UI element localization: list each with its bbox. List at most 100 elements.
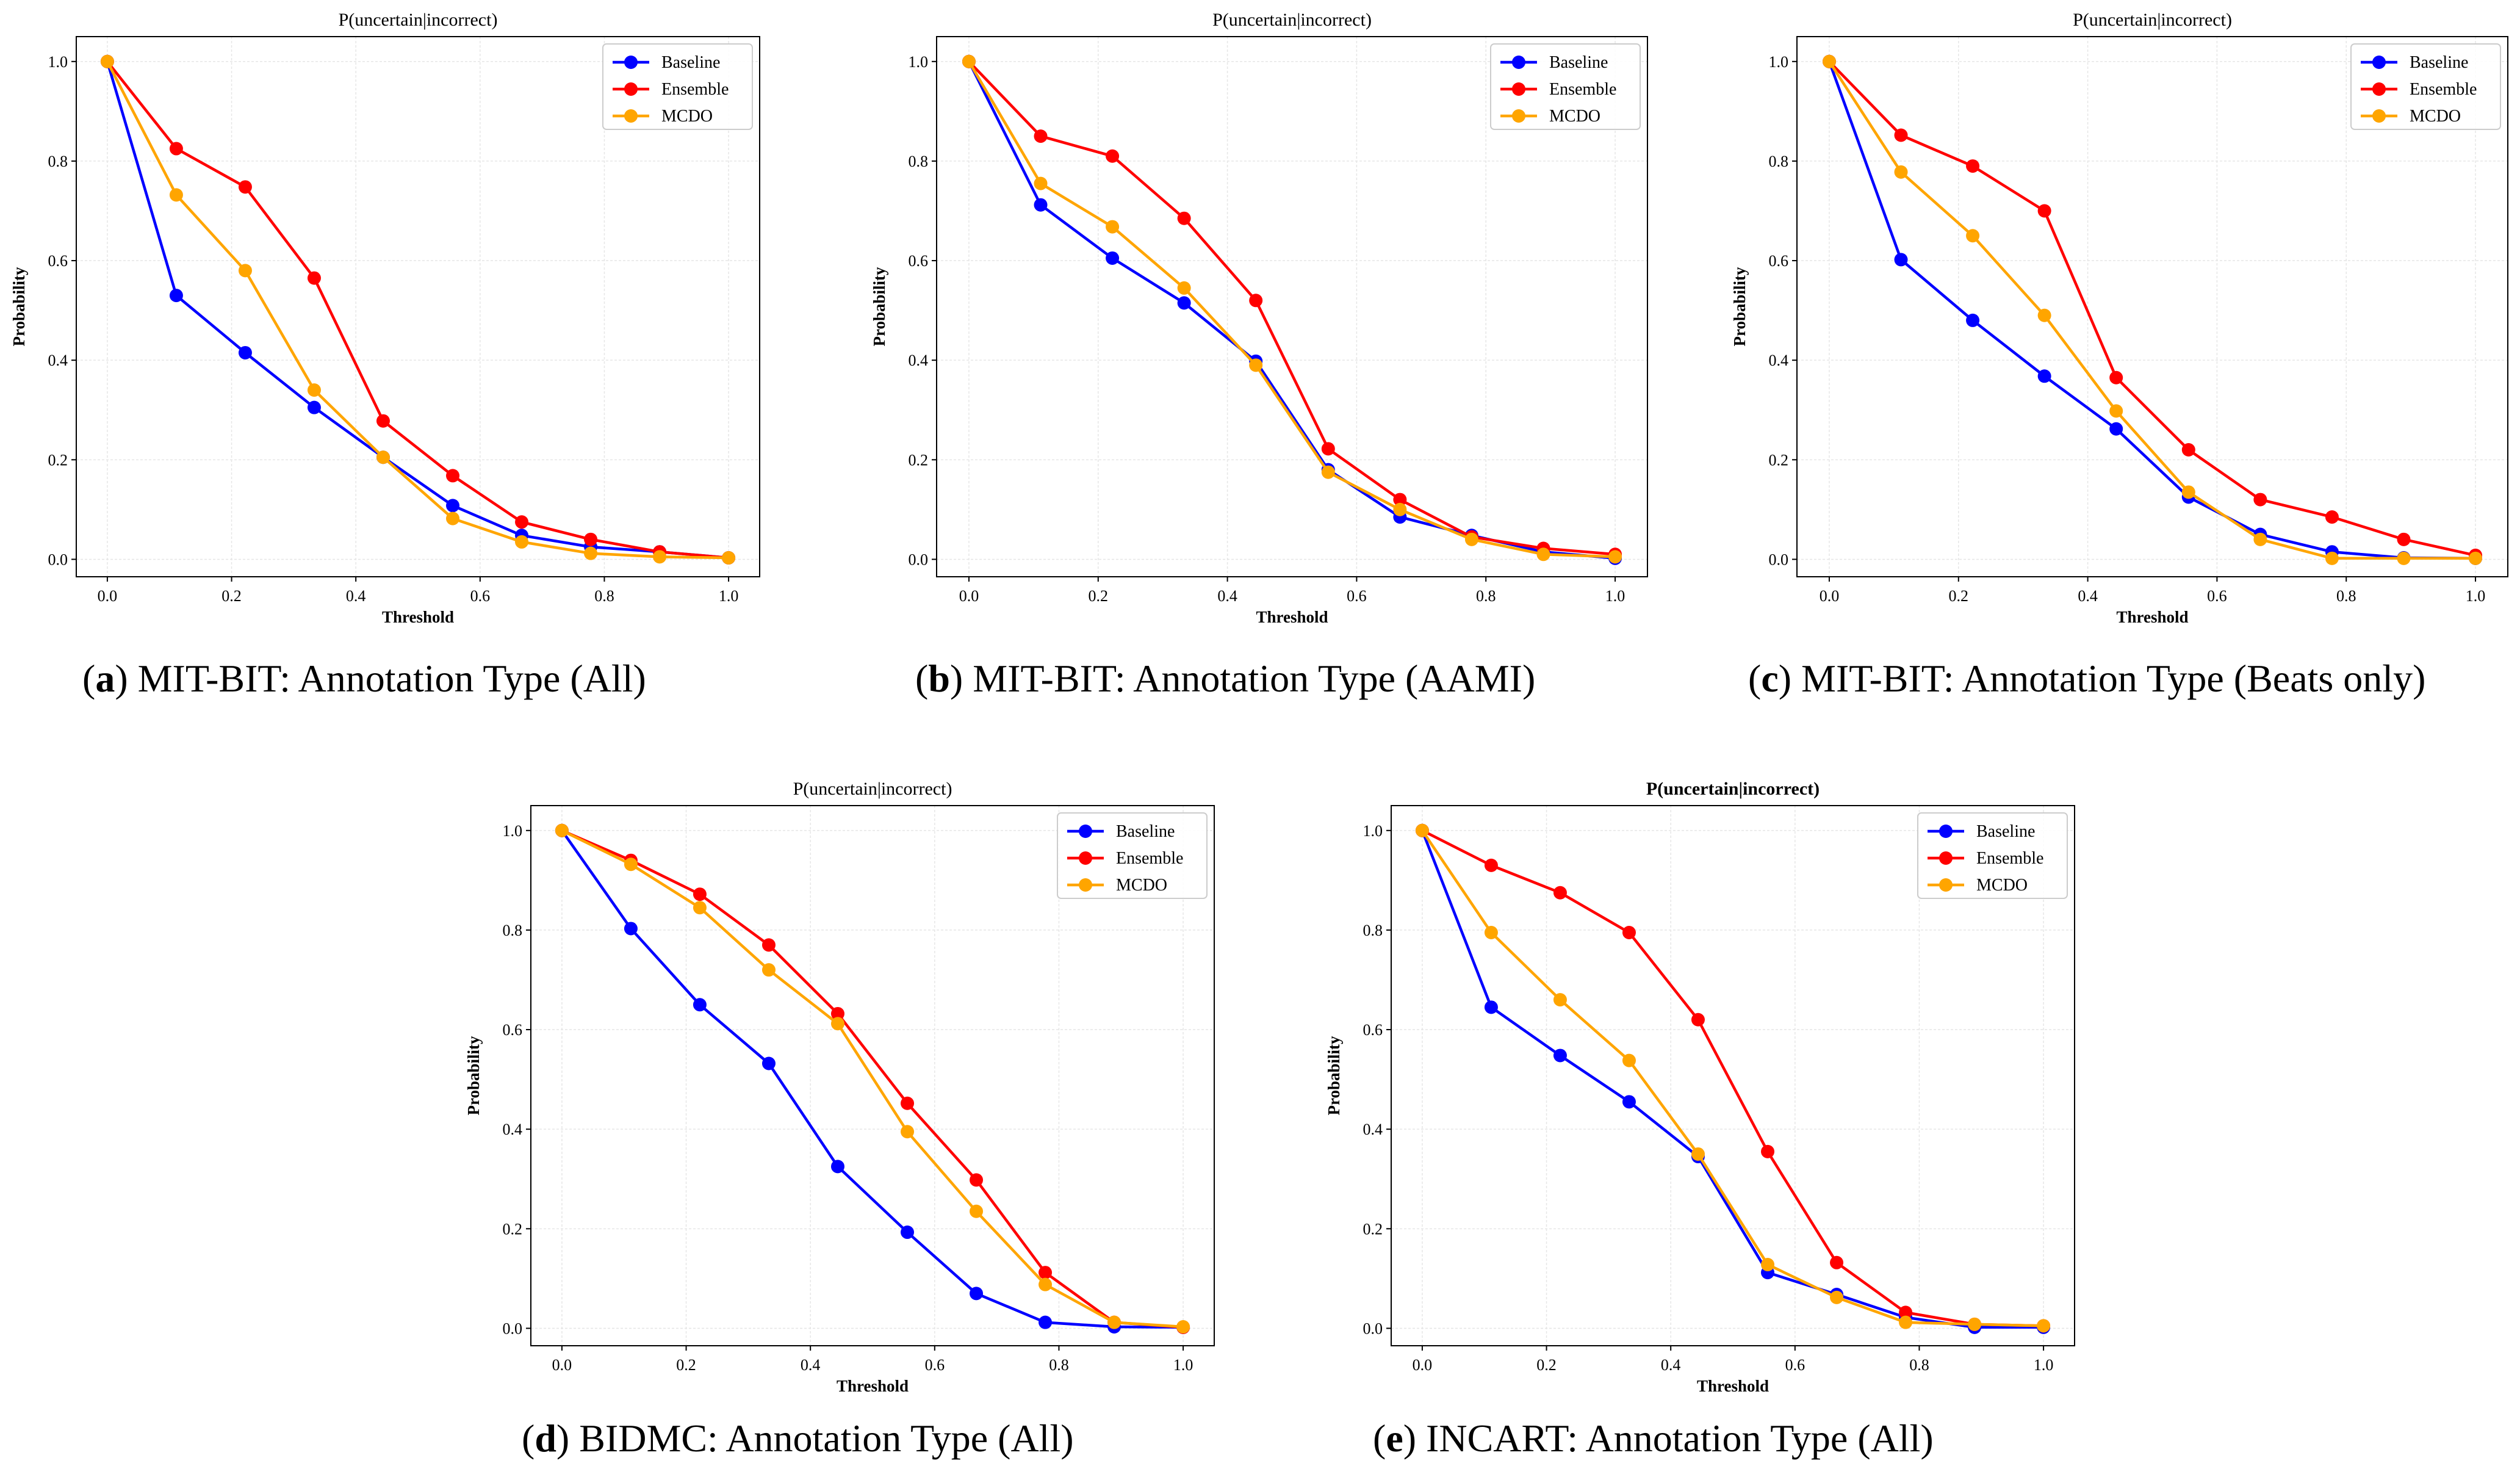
chart-d-title: P(uncertain|incorrect) xyxy=(793,779,952,799)
chart-e-legend xyxy=(1917,812,2068,899)
chart-d-series-mcdo-point xyxy=(970,1204,984,1218)
chart-c-svg: 0.0 0.0 0.2 0.2 0.4 0.4 0.6 0.6 0.8 0.8 1.0 1.0 P(un… xyxy=(1730,10,2508,626)
chart-e-ytick-label: 1.0 xyxy=(1363,822,1383,840)
chart-b-ylabel: Probability xyxy=(870,267,888,347)
chart-e-xtick-label: 0.4 xyxy=(1661,1356,1681,1374)
chart-e-title: P(uncertain|incorrect) xyxy=(1646,779,1820,799)
chart-b-series-mcdo-point xyxy=(1464,532,1478,546)
chart-b-xtick-label: 0.6 xyxy=(1347,587,1367,605)
chart-e-axes-frame xyxy=(1391,805,2075,1346)
chart-e-ytick-label: 0.4 xyxy=(1363,1121,1383,1138)
chart-e-legend-mcdo-marker xyxy=(1939,878,1953,892)
chart-e-ytick-label: 0.8 xyxy=(1363,922,1383,939)
chart-a-svg: 0.0 0.0 0.2 0.2 0.4 0.4 0.6 0.6 0.8 0.8 1.0 1.0 P(un… xyxy=(10,10,760,626)
caption-b-letter: b xyxy=(928,657,950,700)
chart-c-series-mcdo-point xyxy=(1894,165,1908,179)
chart-b-series-mcdo-point xyxy=(962,54,976,68)
chart-e-xtick-label: 0.2 xyxy=(1536,1356,1557,1374)
chart-a-series-mcdo-point xyxy=(307,383,321,397)
chart-c-ytick-label: 0.2 xyxy=(1769,451,1789,469)
chart-c-series-ensemble-point xyxy=(2109,370,2123,384)
chart-c-series-mcdo-point xyxy=(2325,551,2339,565)
chart-a-series-ensemble-point xyxy=(515,515,529,529)
chart-e-series-mcdo-point xyxy=(1968,1317,1982,1331)
chart-d-series-mcdo-line xyxy=(561,829,1184,1329)
chart-e-series-mcdo-point xyxy=(1415,823,1429,837)
chart-a-ytick-label: 0.0 xyxy=(48,550,68,568)
chart-b-series-ensemble-point xyxy=(1177,211,1191,225)
chart-c-legend-baseline-label: Baseline xyxy=(2410,53,2468,72)
chart-e-series-baseline-point xyxy=(1553,1049,1567,1063)
chart-c-series-ensemble-point xyxy=(2325,510,2339,524)
chart-c-series-ensemble-point xyxy=(2253,493,2267,507)
chart-c-series-baseline-point xyxy=(1966,313,1980,327)
chart-panel-e: 0.0 0.0 0.2 0.2 0.4 0.4 0.6 0.6 0.8 0.8 1.0 1.0 P(un… xyxy=(1287,757,2117,1480)
chart-d-legend-mcdo-label: MCDO xyxy=(1116,876,1167,895)
chart-d-xtick-label: 0.0 xyxy=(552,1356,572,1374)
chart-d-series-mcdo-point xyxy=(901,1125,915,1139)
chart-a-legend-mcdo-label: MCDO xyxy=(661,107,713,126)
chart-d-series-baseline-point xyxy=(830,1160,844,1174)
chart-e-legend-mcdo-label: MCDO xyxy=(1976,876,2028,895)
caption-e: (e) INCART: Annotation Type (All) xyxy=(1373,1417,1934,1460)
chart-b-series-mcdo-point xyxy=(1249,358,1263,372)
chart-a-series-mcdo-point xyxy=(653,550,667,564)
chart-d-series-mcdo-point xyxy=(1107,1315,1121,1329)
chart-b-series-baseline-point xyxy=(1034,198,1048,212)
chart-a-legend-ensemble-label: Ensemble xyxy=(661,80,729,99)
chart-c-series-baseline-point xyxy=(1894,253,1908,267)
chart-c-title: P(uncertain|incorrect) xyxy=(2073,10,2232,30)
chart-a-series-ensemble-point xyxy=(307,271,321,285)
chart-a-legend-baseline-marker xyxy=(624,56,638,69)
chart-c-ytick-label: 0.6 xyxy=(1769,252,1789,270)
chart-b-ytick-label: 0.2 xyxy=(909,451,929,469)
chart-b-ytick-label: 0.8 xyxy=(909,153,929,170)
chart-panel-b: 0.0 0.0 0.2 0.2 0.4 0.4 0.6 0.6 0.8 0.8 1.0 1.0 P(un… xyxy=(860,0,1690,732)
chart-b-legend-baseline-marker xyxy=(1512,56,1525,69)
chart-c-legend-baseline-marker xyxy=(2372,56,2386,69)
chart-d-legend-mcdo-marker xyxy=(1079,878,1092,892)
chart-a-series-mcdo-point xyxy=(100,54,114,68)
chart-panel-c: 0.0 0.0 0.2 0.2 0.4 0.4 0.6 0.6 0.8 0.8 1.0 1.0 P(un… xyxy=(1721,0,2520,732)
chart-c-ylabel: Probability xyxy=(1730,267,1749,347)
chart-c-xtick-label: 1.0 xyxy=(2466,587,2486,605)
chart-b-ytick-label: 0.0 xyxy=(909,550,929,568)
chart-e-xtick-label: 0.0 xyxy=(1413,1356,1433,1374)
chart-a-series-ensemble-point xyxy=(238,180,252,194)
chart-d-series-baseline-point xyxy=(901,1226,915,1240)
chart-d-ytick-label: 1.0 xyxy=(503,822,523,840)
chart-e-xtick-label: 1.0 xyxy=(2034,1356,2054,1374)
chart-e-series-mcdo-point xyxy=(1899,1315,1913,1329)
chart-d-legend-ensemble-marker xyxy=(1079,851,1092,865)
chart-b-series-mcdo-point xyxy=(1177,281,1191,295)
chart-c-ytick-label: 0.0 xyxy=(1769,550,1789,568)
chart-e-ylabel: Probability xyxy=(1325,1036,1343,1116)
chart-d-ytick-label: 0.6 xyxy=(503,1021,523,1039)
chart-b-series-mcdo-point xyxy=(1393,502,1407,516)
chart-e-xtick-label: 0.6 xyxy=(1785,1356,1805,1374)
chart-a-ytick-label: 1.0 xyxy=(48,53,68,71)
chart-a-ytick-label: 0.8 xyxy=(48,153,68,170)
chart-d-axes-frame xyxy=(530,805,1215,1346)
chart-a-series-baseline-point xyxy=(307,400,321,414)
chart-d-series-baseline-point xyxy=(693,998,707,1012)
chart-c-xtick-label: 0.8 xyxy=(2336,587,2356,605)
chart-b-series-ensemble-point xyxy=(1106,149,1120,163)
chart-d-xtick-label: 0.4 xyxy=(801,1356,821,1374)
chart-e-legend-baseline-label: Baseline xyxy=(1976,822,2035,841)
chart-c-series-ensemble-point xyxy=(2181,443,2195,457)
chart-a-series-mcdo-point xyxy=(515,535,529,549)
chart-c-series-baseline-point xyxy=(2109,422,2123,436)
chart-e-series-ensemble-point xyxy=(1761,1144,1775,1158)
chart-e-series-mcdo-point xyxy=(1761,1258,1775,1272)
chart-a-ytick-label: 0.2 xyxy=(48,451,68,469)
chart-b-series-ensemble-point xyxy=(1321,442,1335,456)
chart-c-series-mcdo-point xyxy=(2469,551,2483,565)
chart-c-axes-frame xyxy=(1796,36,2508,577)
chart-b-series-ensemble-point xyxy=(1393,493,1407,507)
chart-a-series-baseline-point xyxy=(169,289,183,303)
chart-e-series-ensemble-point xyxy=(1622,925,1636,939)
chart-b-series-mcdo-point xyxy=(1536,547,1550,561)
chart-b-series-mcdo-point xyxy=(1321,465,1335,479)
chart-e-ytick-label: 0.6 xyxy=(1363,1021,1383,1039)
